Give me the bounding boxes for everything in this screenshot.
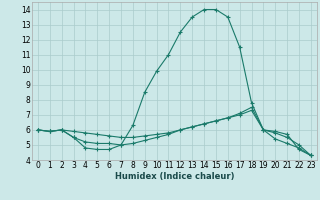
X-axis label: Humidex (Indice chaleur): Humidex (Indice chaleur) <box>115 172 234 181</box>
